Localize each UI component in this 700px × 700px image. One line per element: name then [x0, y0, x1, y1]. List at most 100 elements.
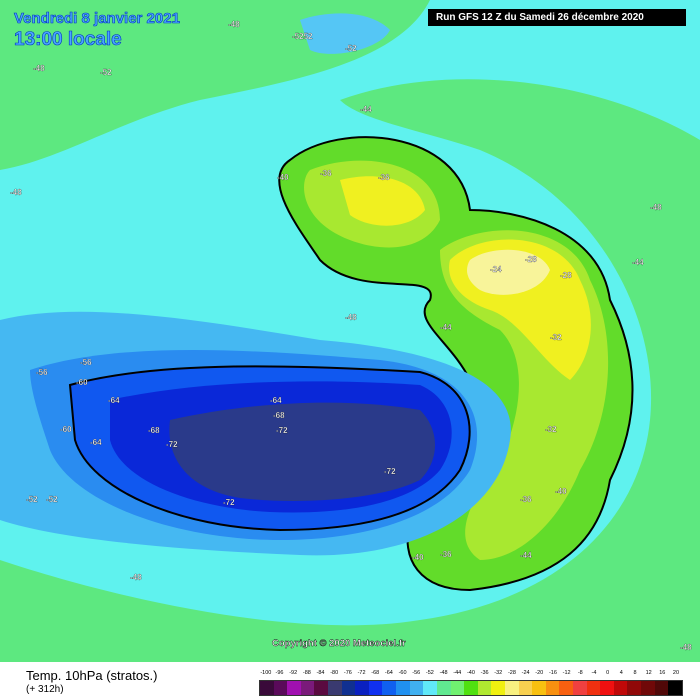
legend-swatch	[355, 681, 369, 695]
legend-tick: 20	[672, 670, 680, 676]
legend-swatch	[287, 681, 301, 695]
svg-text:-24: -24	[490, 265, 502, 274]
legend-tick: -72	[357, 670, 366, 676]
zone-minus-72	[169, 402, 435, 501]
svg-text:-40: -40	[277, 173, 289, 182]
svg-text:-60: -60	[60, 425, 72, 434]
legend-swatch	[613, 681, 628, 695]
svg-text:-56: -56	[80, 358, 92, 367]
legend-swatch	[627, 681, 642, 695]
legend-swatch	[573, 681, 587, 695]
legend-swatch	[668, 681, 682, 695]
svg-text:-36: -36	[440, 550, 452, 559]
legend-swatch	[464, 681, 478, 695]
legend-tick: -76	[343, 670, 352, 676]
legend-tick: -28	[507, 670, 516, 676]
svg-text:-52: -52	[100, 68, 112, 77]
legend-tick: -88	[302, 670, 311, 676]
legend-tick: -68	[371, 670, 380, 676]
color-legend: -100 -96 -92 -88 -84 -80 -76 -72 -68 -64 -60 -56 -52…	[259, 670, 683, 696]
legend-tick: -48	[439, 670, 448, 676]
valid-date: Vendredi 8 janvier 2021	[14, 10, 181, 28]
forecast-hour: (+ 312h)	[26, 684, 64, 695]
legend-swatch	[396, 681, 410, 695]
svg-text:-32: -32	[550, 333, 562, 342]
legend-tick: -40	[466, 670, 475, 676]
svg-text:-64: -64	[108, 396, 120, 405]
svg-text:-44: -44	[360, 105, 372, 114]
temperature-map: -5252 -52 -48 -48 -52 -48 -44 -36 -36 -40 -24 -…	[0, 0, 700, 662]
contour-labels: -5252 -52 -48 -48 -52 -48 -44 -36 -36 -40 -24 -…	[10, 20, 692, 652]
legend-swatch	[477, 681, 492, 695]
svg-text:-48: -48	[345, 313, 357, 322]
svg-text:-48: -48	[10, 188, 22, 197]
legend-tick: -96	[275, 670, 284, 676]
svg-text:-64: -64	[90, 438, 102, 447]
legend-tick: -32	[494, 670, 503, 676]
svg-text:-5252: -5252	[292, 32, 313, 41]
legend-tick: 8	[633, 670, 637, 676]
svg-text:-48: -48	[228, 20, 240, 29]
zone-minus-44	[0, 0, 700, 662]
legend-swatch	[409, 681, 424, 695]
svg-text:-52: -52	[46, 495, 58, 504]
legend-swatch	[532, 681, 546, 695]
svg-text:-60: -60	[76, 378, 88, 387]
zone-minus-28	[340, 176, 591, 380]
svg-text:-48: -48	[650, 203, 662, 212]
legend-swatch	[654, 681, 669, 695]
svg-text:-72: -72	[223, 498, 235, 507]
zone-minus-24	[467, 249, 550, 295]
legend-swatch	[314, 681, 329, 695]
svg-text:-64: -64	[270, 396, 282, 405]
legend-tick: -8	[577, 670, 583, 676]
svg-text:-44: -44	[520, 551, 532, 560]
legend-tick: -60	[398, 670, 407, 676]
svg-text:-72: -72	[166, 440, 178, 449]
svg-text:-56: -56	[36, 368, 48, 377]
legend-swatch	[436, 681, 451, 695]
zone-minus-48-pacific	[300, 13, 390, 54]
legend-swatch	[368, 681, 383, 695]
legend-tick: -24	[521, 670, 530, 676]
legend-swatch	[260, 681, 274, 695]
svg-text:-44: -44	[440, 323, 452, 332]
legend-tick: -36	[480, 670, 489, 676]
legend-swatch	[641, 681, 655, 695]
legend-tick: -52	[425, 670, 434, 676]
legend-swatch	[450, 681, 465, 695]
svg-text:-52: -52	[345, 44, 357, 53]
legend-swatch	[341, 681, 356, 695]
legend-tick: 4	[619, 670, 623, 676]
legend-swatch	[328, 681, 342, 695]
svg-text:-28: -28	[525, 255, 537, 264]
svg-text:-36: -36	[320, 169, 332, 178]
svg-text:-72: -72	[276, 426, 288, 435]
svg-text:-36: -36	[520, 495, 532, 504]
legend-swatch	[586, 681, 601, 695]
legend-tick: -20	[535, 670, 544, 676]
legend-tick: 12	[645, 670, 652, 676]
valid-time: 13:00 locale	[14, 29, 122, 51]
legend-tick: -100	[260, 670, 272, 676]
legend-tick: -64	[384, 670, 393, 676]
legend-ticks: -100 -96 -92 -88 -84 -80 -76 -72 -68 -64 -60 -56 -52…	[259, 670, 683, 679]
svg-text:-72: -72	[384, 467, 396, 476]
legend-swatch	[600, 681, 614, 695]
legend-tick: -56	[412, 670, 421, 676]
svg-text:-52: -52	[26, 495, 38, 504]
parameter-title: Temp. 10hPa (stratos.)	[26, 668, 158, 683]
svg-text:-40: -40	[555, 487, 567, 496]
legend-swatch	[300, 681, 315, 695]
svg-text:-28: -28	[560, 271, 572, 280]
svg-text:-44: -44	[632, 258, 644, 267]
legend-tick: -80	[330, 670, 339, 676]
svg-text:-36: -36	[378, 173, 390, 182]
svg-text:-40: -40	[412, 553, 424, 562]
legend-tick: -16	[548, 670, 557, 676]
legend-swatch	[423, 681, 437, 695]
legend-swatch	[559, 681, 574, 695]
svg-text:-48: -48	[680, 643, 692, 652]
legend-tick: 16	[659, 670, 666, 676]
run-label: Run GFS 12 Z du Samedi 26 décembre 2020	[428, 9, 686, 26]
